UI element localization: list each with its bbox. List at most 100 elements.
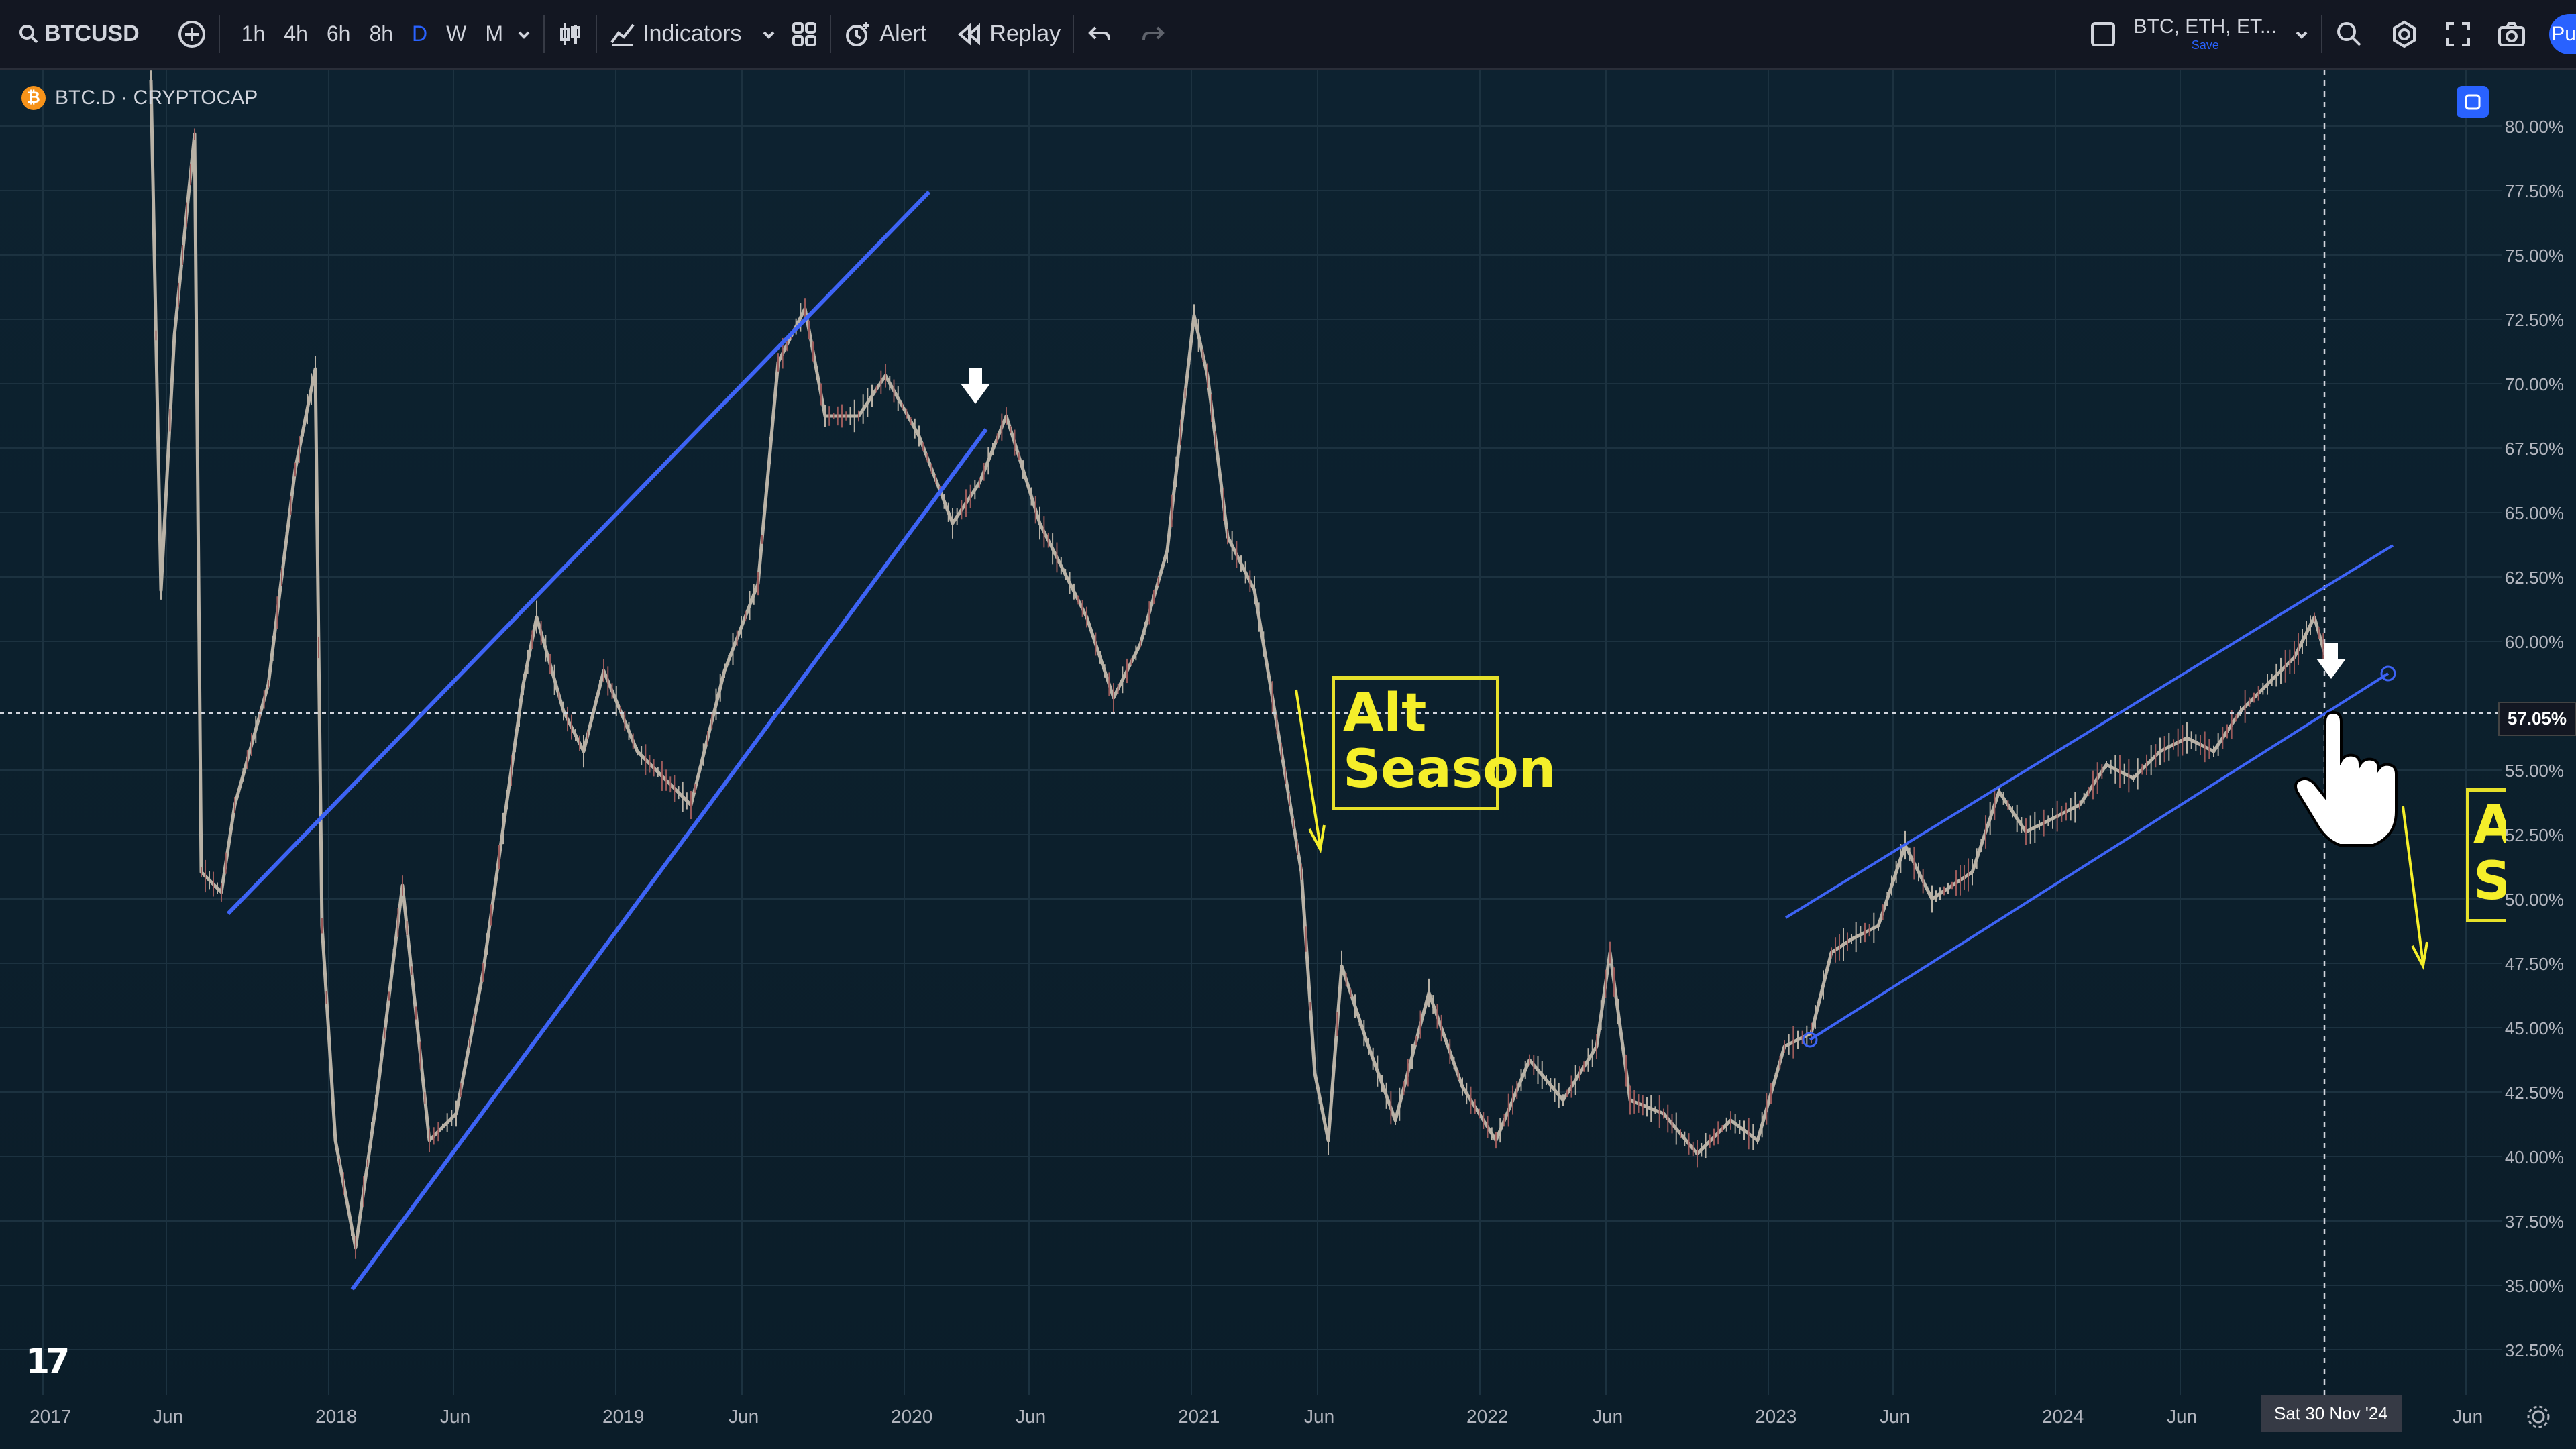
time-tick-label: Jun xyxy=(1304,1406,1335,1427)
watchlist-label: BTC, ETH, ET... xyxy=(2133,15,2277,38)
current-price-tag: 57.05% xyxy=(2498,702,2576,736)
price-tick-label: 52.50% xyxy=(2504,825,2564,845)
compare-button[interactable] xyxy=(177,0,207,69)
alt-season2-line1: A xyxy=(2473,797,2506,853)
price-tick-label: 37.50% xyxy=(2504,1212,2564,1232)
down-arrow-marker-2 xyxy=(2316,643,2346,679)
gear-icon[interactable] xyxy=(2525,1403,2552,1430)
time-tick-label: 2019 xyxy=(602,1406,645,1427)
trendline-anchor[interactable] xyxy=(2380,665,2396,682)
chart-grid xyxy=(0,70,2502,1395)
alt-season-annotation[interactable]: Alt Season xyxy=(1332,676,1556,810)
divider xyxy=(543,15,545,53)
chart-type-button[interactable] xyxy=(557,0,584,69)
divider xyxy=(1073,15,1075,53)
price-tick-label: 32.50% xyxy=(2504,1340,2564,1360)
trendline-lower-2[interactable] xyxy=(1809,672,2390,1041)
publish-label: Pu xyxy=(2551,22,2576,45)
down-arrow-marker-1 xyxy=(961,368,990,404)
trendline-upper-1[interactable] xyxy=(226,190,931,916)
divider xyxy=(596,15,598,53)
divider xyxy=(830,15,832,53)
indicators-label: Indicators xyxy=(643,21,742,46)
undo-icon xyxy=(1088,26,1111,40)
timeframe-6h[interactable]: 6h xyxy=(326,21,351,46)
alert-label: Alert xyxy=(879,21,927,46)
price-tick-label: 60.00% xyxy=(2504,632,2564,652)
time-tick-label: Jun xyxy=(440,1406,471,1427)
chevron-down-icon[interactable] xyxy=(517,27,531,42)
timeframe-w[interactable]: W xyxy=(446,21,467,46)
time-tick-label: Jun xyxy=(729,1406,759,1427)
price-tick-label: 62.50% xyxy=(2504,568,2564,588)
trendline-lower-1[interactable] xyxy=(350,428,988,1291)
alt-season-annotation-2[interactable]: A S xyxy=(2466,788,2506,922)
gear-icon xyxy=(2393,20,2416,48)
grid-icon xyxy=(792,21,817,46)
fullscreen-button[interactable] xyxy=(2445,0,2471,69)
replay-button[interactable]: Replay xyxy=(956,0,1061,69)
time-tick-label: 2018 xyxy=(315,1406,358,1427)
timeframe-1h[interactable]: 1h xyxy=(241,21,266,46)
sync-icon xyxy=(2465,94,2481,110)
search-icon xyxy=(19,24,38,43)
timeframe-d[interactable]: D xyxy=(412,21,428,46)
symbol-legend[interactable]: ₿ BTC.D · CRYPTOCAP xyxy=(21,86,258,110)
chevron-down-icon[interactable] xyxy=(2294,27,2309,42)
price-tick-label: 42.50% xyxy=(2504,1083,2564,1103)
trendline-anchor[interactable] xyxy=(1802,1032,1818,1048)
snapshot-button[interactable] xyxy=(2497,0,2526,69)
indicators-icon xyxy=(610,23,635,46)
auto-scale-button[interactable] xyxy=(2457,86,2489,118)
trendline-upper-2[interactable] xyxy=(1784,544,2394,919)
alt-season2-line2: S xyxy=(2473,853,2506,910)
price-tick-label: 35.00% xyxy=(2504,1276,2564,1296)
save-label[interactable]: Save xyxy=(2191,38,2219,52)
undo-button[interactable] xyxy=(1086,0,1113,69)
redo-icon xyxy=(1142,26,1165,40)
publish-button[interactable]: Pu xyxy=(2549,0,2576,69)
fullscreen-icon xyxy=(2446,21,2470,46)
price-tick-label: 75.00% xyxy=(2504,246,2564,266)
time-tick-label: Jun xyxy=(1593,1406,1623,1427)
redo-button[interactable] xyxy=(1140,0,1167,69)
tradingview-logo: 17 xyxy=(25,1342,70,1382)
price-tick-label: 40.00% xyxy=(2504,1147,2564,1167)
replay-label: Replay xyxy=(989,21,1061,46)
time-tick-label: 2022 xyxy=(1466,1406,1509,1427)
symbol-label: BTCUSD xyxy=(44,21,140,46)
price-tick-label: 80.00% xyxy=(2504,117,2564,137)
alt-season-line1: Alt xyxy=(1343,683,1427,743)
price-series xyxy=(149,70,2330,1259)
divider xyxy=(218,15,220,53)
settings-button[interactable] xyxy=(2390,0,2419,69)
timeframe-group: 1h 4h 6h 8h D W M xyxy=(232,0,531,69)
timeframe-4h[interactable]: 4h xyxy=(284,21,308,46)
time-tick-label: Jun xyxy=(1016,1406,1046,1427)
layouts-button[interactable] xyxy=(791,0,818,69)
time-tick-label: Jun xyxy=(153,1406,184,1427)
camera-icon xyxy=(2498,21,2525,46)
quick-search-button[interactable] xyxy=(2334,0,2364,69)
top-toolbar: BTCUSD 1h 4h 6h 8h D W M Indicators Aler… xyxy=(0,0,2576,70)
timeframe-m[interactable]: M xyxy=(485,21,504,46)
time-tick-label: Jun xyxy=(2167,1406,2198,1427)
time-tick-label: 2023 xyxy=(1755,1406,1797,1427)
magnifier-icon xyxy=(2337,21,2361,46)
price-tick-label: 77.50% xyxy=(2504,181,2564,201)
alert-button[interactable]: Alert xyxy=(843,0,926,69)
alarm-clock-icon xyxy=(846,21,870,46)
price-tick-label: 47.50% xyxy=(2504,954,2564,974)
rewind-icon xyxy=(958,23,981,45)
price-tick-label: 65.00% xyxy=(2504,503,2564,523)
indicators-button[interactable]: Indicators xyxy=(609,0,776,69)
price-tick-label: 55.00% xyxy=(2504,761,2564,781)
timeframe-8h[interactable]: 8h xyxy=(369,21,394,46)
symbol-search[interactable]: BTCUSD xyxy=(19,0,140,69)
watchlist-selector[interactable]: BTC, ETH, ET... Save xyxy=(2090,0,2309,69)
time-tick-label: 2017 xyxy=(30,1406,72,1427)
chevron-down-icon[interactable] xyxy=(761,27,776,42)
time-tick-label: Jun xyxy=(2453,1406,2483,1427)
checkbox-icon xyxy=(2090,21,2115,46)
